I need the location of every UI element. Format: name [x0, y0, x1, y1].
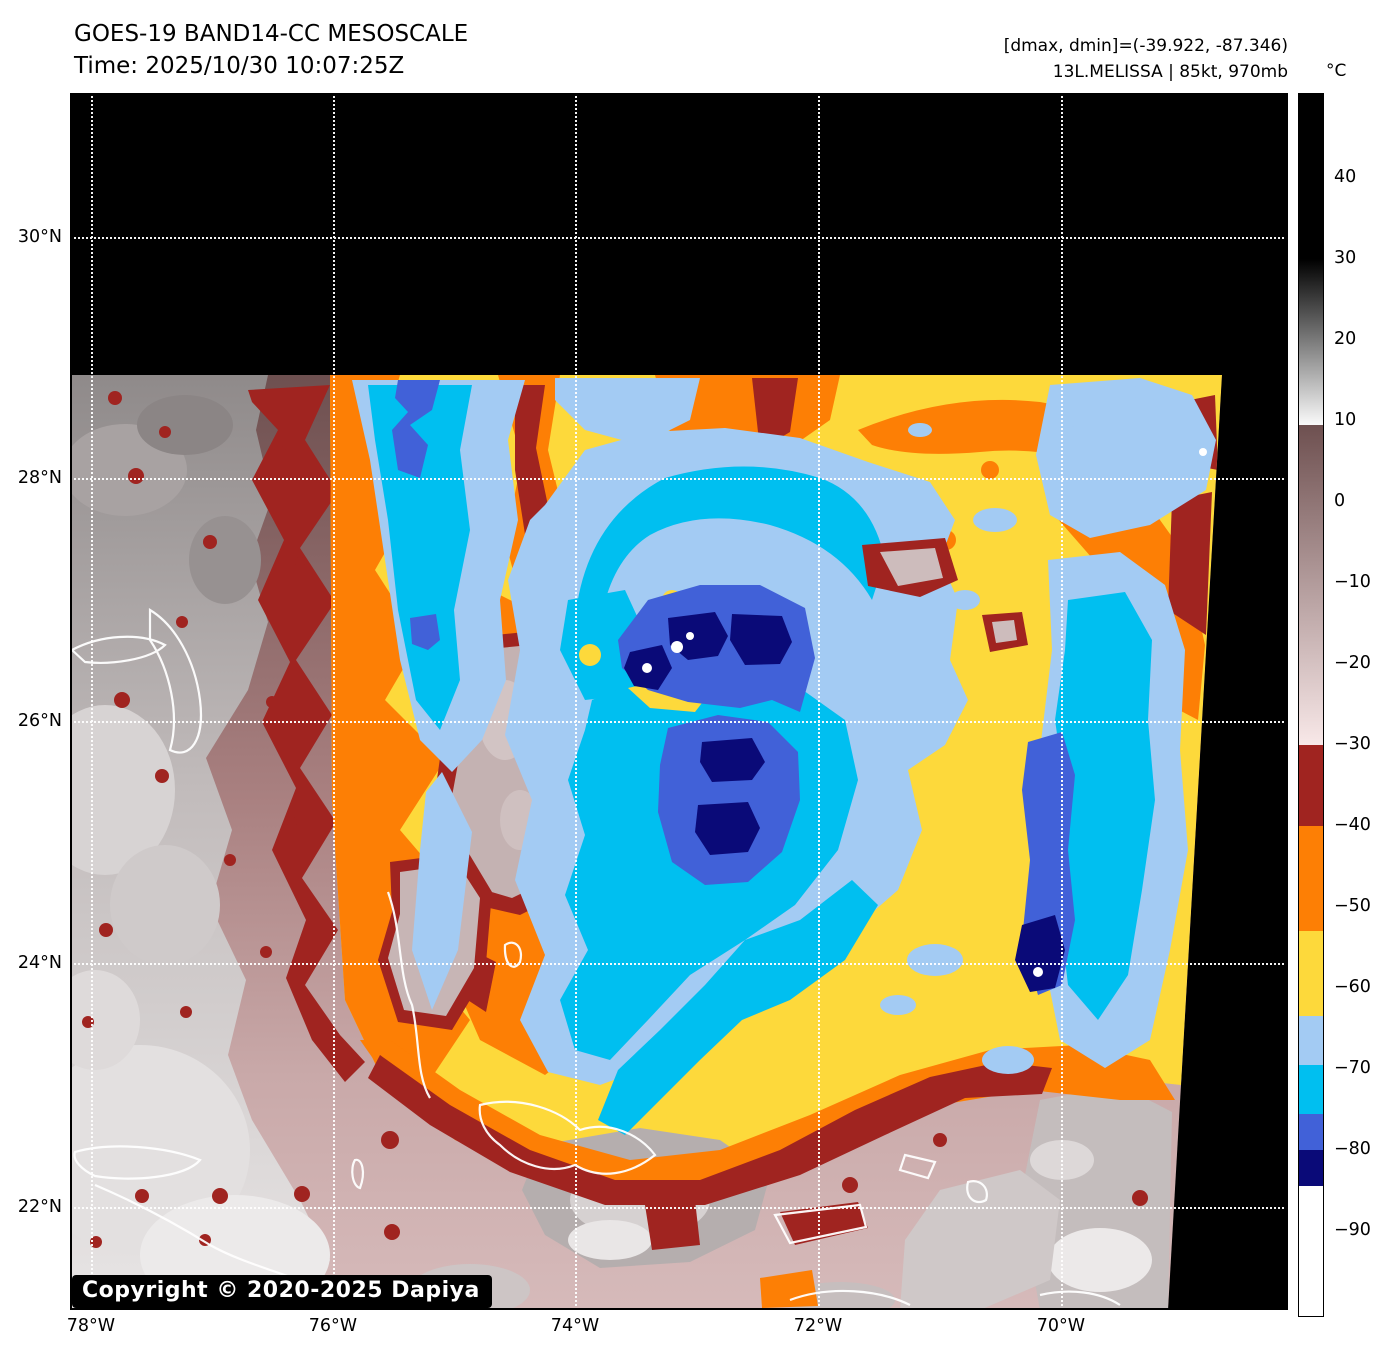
satellite-imagery — [70, 93, 1288, 1310]
colorbar — [1298, 93, 1324, 1317]
lat-tick-label: 26°N — [17, 710, 62, 731]
map-area: Copyright © 2020-2025 Dapiya — [70, 93, 1288, 1310]
overshooting-tops-south — [658, 715, 800, 885]
lat-tick-label: 28°N — [17, 468, 62, 489]
colorbar-segment — [1299, 1150, 1323, 1187]
warm-spots-northeast — [862, 448, 1207, 652]
colorbar-tick-label: −40 — [1334, 815, 1371, 836]
colorbar-tick-label: 20 — [1334, 329, 1357, 350]
lon-tick-label: 76°W — [308, 1316, 358, 1336]
colorbar-tick-label: 10 — [1334, 410, 1357, 431]
colorbar-tick-label: −90 — [1334, 1220, 1371, 1241]
colorbar-tick-label: −60 — [1334, 977, 1371, 997]
colorbar-segment — [1299, 259, 1323, 426]
colorbar-segment — [1299, 425, 1323, 746]
colorbar-tick-label: −10 — [1334, 572, 1371, 593]
lat-tick-label: 30°N — [17, 226, 62, 247]
colorbar-tick-label: 30 — [1334, 248, 1357, 269]
colorbar-segment — [1299, 1065, 1323, 1114]
colorbar-tick-label: −80 — [1334, 1139, 1371, 1160]
colorbar-tick-label: 40 — [1334, 167, 1357, 188]
lon-tick-label: 74°W — [550, 1316, 600, 1336]
colorbar-unit-label: °C — [1326, 61, 1347, 81]
colorbar-ticks: 40 30 20 10 0 −10 −20 −30 −40 −50 −60 −70 −80 −90 — [1334, 93, 1390, 1315]
colorbar-tick-label: −20 — [1334, 653, 1371, 674]
storm-id-intensity: 13L.MELISSA | 85kt, 970mb — [1052, 62, 1288, 82]
colorbar-tick-label: −50 — [1334, 896, 1371, 917]
lat-axis: 30°N 28°N 26°N 24°N 22°N — [0, 93, 62, 1310]
low-cloud-gray-field — [70, 375, 330, 1310]
lat-tick-label: 24°N — [17, 953, 62, 974]
lon-axis: 78°W 76°W 74°W 72°W 70°W — [66, 1316, 1288, 1342]
colorbar-segment — [1299, 1016, 1323, 1065]
overshooting-tops-north — [618, 585, 815, 712]
colorbar-segment — [1299, 745, 1323, 827]
lon-tick-label: 78°W — [66, 1316, 116, 1336]
warm-zone-islands — [294, 1131, 1148, 1250]
colorbar-segment — [1299, 826, 1323, 932]
dmax-dmin-readout: [dmax, dmin]=(-39.922, -87.346) — [1003, 36, 1288, 56]
moderate-cold-band-west — [82, 385, 365, 1248]
colorbar-tick-label: 0 — [1334, 491, 1346, 512]
lon-tick-label: 72°W — [793, 1316, 843, 1336]
lon-tick-label: 70°W — [1036, 1316, 1086, 1336]
title-line1: GOES-19 BAND14-CC MESOSCALE — [74, 21, 469, 47]
lat-tick-label: 22°N — [17, 1197, 62, 1218]
colorbar-tick-label: −30 — [1334, 734, 1371, 755]
storm-info: [dmax, dmin]=(-39.922, -87.346) 13L.MELIS… — [1004, 33, 1288, 85]
plot-title: GOES-19 BAND14-CC MESOSCALE Time: 2025/10… — [74, 18, 468, 82]
west-cold-band — [352, 380, 525, 1010]
colorbar-segment — [1299, 1186, 1323, 1316]
title-line2: Time: 2025/10/30 10:07:25Z — [74, 53, 405, 79]
colorbar-segment — [1299, 94, 1323, 260]
colorbar-tick-label: −70 — [1334, 1058, 1371, 1079]
colorbar-segment — [1299, 931, 1323, 1017]
copyright-badge: Copyright © 2020-2025 Dapiya — [72, 1275, 492, 1308]
colorbar-segment — [1299, 1113, 1323, 1151]
